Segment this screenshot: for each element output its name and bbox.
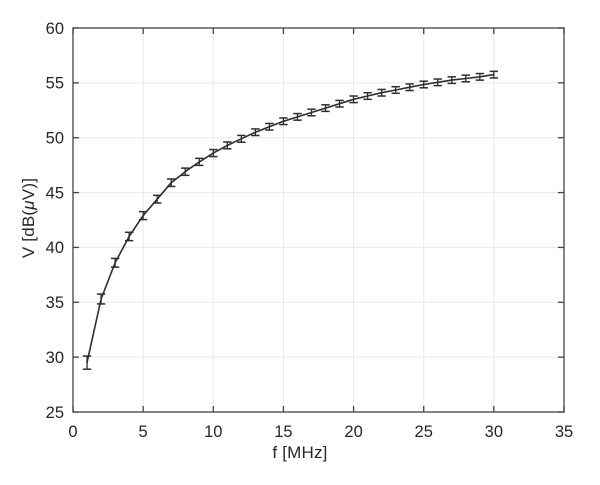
y-axis-label-mu: μ [19, 200, 38, 210]
y-tick-label-45: 45 [46, 184, 64, 202]
error-bars [82, 70, 499, 370]
data-curve [86, 73, 495, 364]
x-tick-label-0: 0 [68, 423, 77, 441]
x-tick-label-5: 5 [139, 423, 148, 441]
x-tick-label-30: 30 [485, 423, 503, 441]
x-axis-label: f [MHz] [272, 443, 328, 462]
y-tick-labels: 25 30 35 40 45 50 55 60 [46, 20, 64, 422]
y-axis-label-suffix: V)] [19, 177, 38, 201]
y-tick-label-25: 25 [46, 404, 64, 422]
axis-ticks [72, 27, 565, 413]
x-tick-label-35: 35 [555, 423, 573, 441]
x-tick-label-10: 10 [204, 423, 222, 441]
y-axis-label-prefix: V [dB( [19, 209, 38, 259]
x-tick-labels: 0 5 10 15 20 25 30 35 [68, 423, 573, 441]
y-tick-label-60: 60 [46, 20, 64, 38]
x-tick-label-25: 25 [415, 423, 433, 441]
y-tick-label-40: 40 [46, 239, 64, 257]
y-tick-label-30: 30 [46, 349, 64, 367]
grid-lines [72, 27, 565, 413]
y-tick-label-55: 55 [46, 75, 64, 93]
plot-border [72, 27, 565, 413]
y-axis-label: V [dB(μV)] [19, 118, 39, 318]
y-tick-label-50: 50 [46, 129, 64, 147]
x-tick-label-20: 20 [344, 423, 362, 441]
y-tick-label-35: 35 [46, 294, 64, 312]
x-tick-label-15: 15 [274, 423, 292, 441]
